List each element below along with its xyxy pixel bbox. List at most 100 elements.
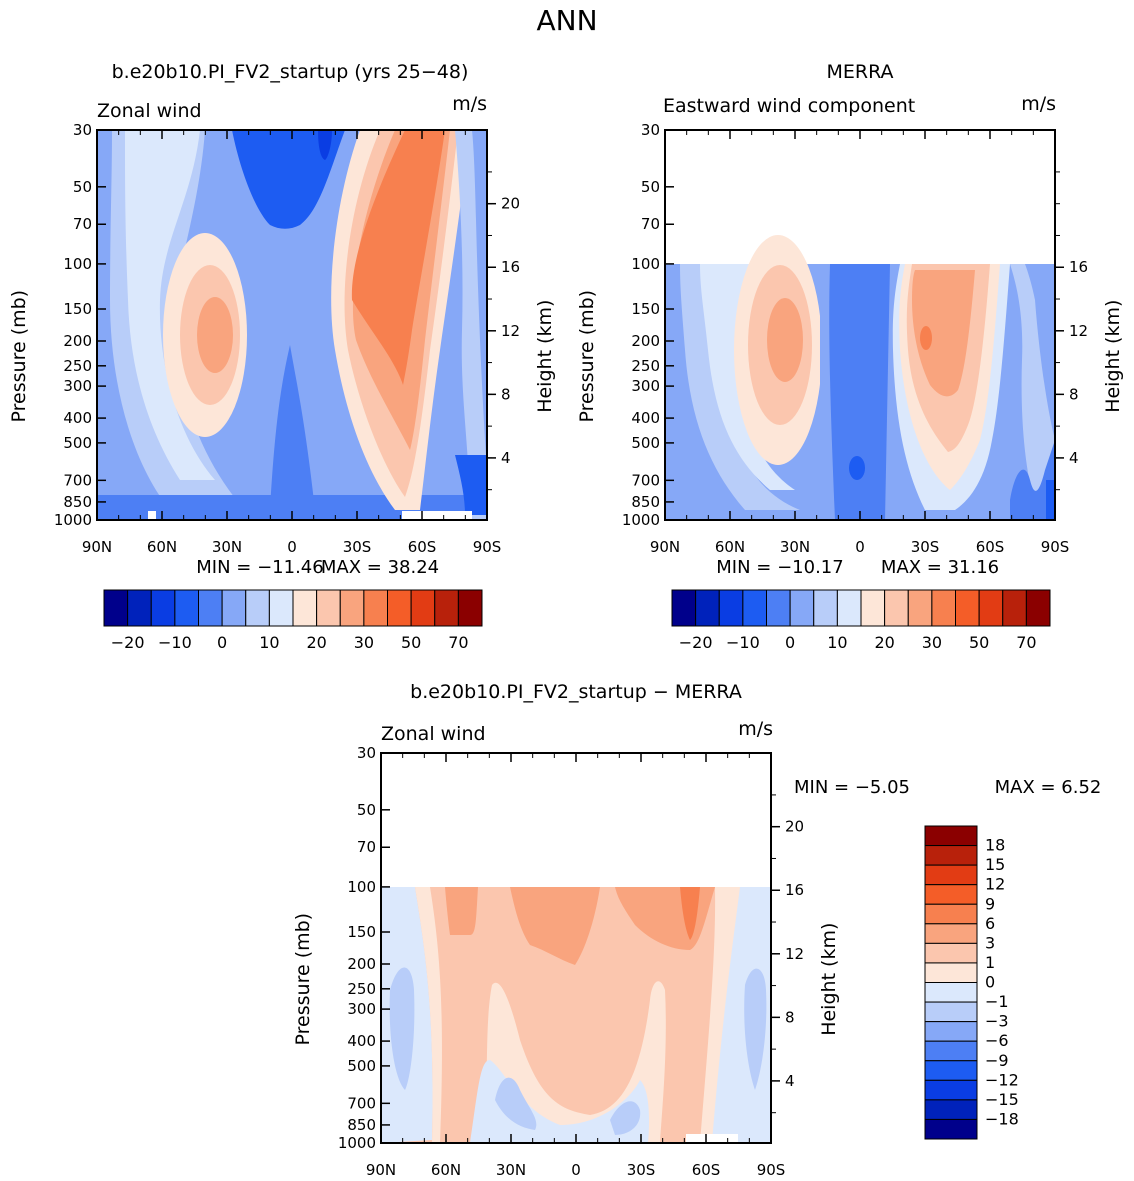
panel-obs-colorbar: −20 −10 0 10 20 30 50 70 — [671, 589, 1051, 652]
colorbar-swatch — [174, 589, 199, 627]
colorbar-label: 50 — [401, 633, 421, 652]
field-pos-max — [680, 887, 700, 940]
panel-diff-units: m/s — [738, 718, 773, 740]
colorbar-swatch — [924, 923, 978, 944]
height-tick-label: 12 — [1069, 322, 1088, 340]
colorbar-swatch — [978, 589, 1004, 627]
x-tick-label: 60N — [715, 538, 745, 556]
colorbar-label: −20 — [111, 633, 145, 652]
panel-model-min: MIN = −11.46 — [196, 557, 323, 578]
colorbar-label: −20 — [679, 633, 713, 652]
colorbar-swatch — [924, 864, 978, 886]
y-tick-label: 1000 — [338, 1134, 376, 1152]
colorbar-swatch — [931, 589, 956, 627]
y-tick-label: 400 — [347, 1032, 376, 1050]
colorbar-label: −3 — [985, 1012, 1009, 1031]
colorbar-label: 30 — [922, 633, 942, 652]
panel-diff-max: MAX = 6.52 — [995, 777, 1102, 798]
colorbar-label: 3 — [985, 933, 995, 952]
colorbar-label: −6 — [985, 1031, 1009, 1050]
colorbar-swatch — [789, 589, 815, 627]
colorbar-swatch — [884, 589, 909, 627]
y-tick-label: 70 — [357, 838, 376, 856]
colorbar-swatch — [150, 589, 176, 627]
field-pos-core — [510, 887, 600, 965]
panel-diff-min: MIN = −5.05 — [794, 777, 910, 798]
panel-model-title: b.e20b10.PI_FV2_startup (yrs 25−48) — [112, 61, 469, 83]
x-tick-label: 0 — [287, 538, 297, 556]
colorbar-label: 50 — [969, 633, 989, 652]
x-tick-label: 60S — [692, 1161, 721, 1179]
field-polar-neg — [744, 968, 767, 1090]
colorbar-swatch — [836, 589, 862, 627]
panel-obs-min: MIN = −10.17 — [716, 557, 843, 578]
field-trop-neg2 — [610, 1101, 641, 1135]
panel-diff-axes: 90N 60N 30N 0 30S 60S 90S 30 50 70 100 150 200 250 300… — [292, 744, 840, 1179]
panel-obs-field — [665, 235, 1055, 520]
colorbar-swatch — [924, 1040, 978, 1062]
colorbar-swatch — [813, 589, 838, 627]
colorbar-swatch — [292, 589, 318, 627]
height-tick-label: 16 — [1069, 258, 1088, 276]
colorbar-swatch — [221, 589, 247, 627]
y-tick-label: 500 — [63, 434, 92, 452]
y-tick-label: 850 — [63, 493, 92, 511]
field-sh-zero — [700, 887, 740, 1143]
y-tick-label: 300 — [631, 377, 660, 395]
colorbar-swatch — [955, 589, 980, 627]
colorbar-swatch — [103, 589, 129, 627]
field-strat-easterly — [232, 130, 345, 229]
figure-title: ANN — [536, 4, 597, 37]
panel-diff-title: b.e20b10.PI_FV2_startup − MERRA — [410, 681, 742, 703]
field-easterly — [820, 264, 890, 520]
y-axis-title: Pressure (mb) — [8, 290, 30, 423]
field-nh-jet-core — [197, 297, 233, 373]
colorbar-swatch — [924, 903, 978, 925]
x-tick-label: 90S — [473, 538, 502, 556]
height-tick-label: 16 — [785, 881, 804, 899]
x-tick-label: 90S — [757, 1161, 786, 1179]
colorbar-swatch — [924, 982, 978, 1003]
colorbar-label: 30 — [354, 633, 374, 652]
panel-obs-axes: 90N 60N 30N 0 30S 60S 90S 30 50 70 100 150 200 250 300… — [576, 121, 1124, 556]
colorbar-label: 0 — [985, 973, 995, 992]
y-tick-label: 200 — [63, 332, 92, 350]
colorbar-label: 9 — [985, 894, 995, 913]
height-axis-title: Height (km) — [818, 923, 840, 1036]
field-trop-neg2 — [495, 1077, 537, 1130]
colorbar-swatch — [1002, 589, 1027, 627]
y-axis-title: Pressure (mb) — [576, 290, 598, 423]
colorbar-label: 6 — [985, 914, 995, 933]
y-tick-label: 250 — [63, 357, 92, 375]
colorbar-swatch — [339, 589, 365, 627]
y-tick-label: 30 — [73, 121, 92, 139]
panel-obs-title: MERRA — [826, 61, 893, 83]
height-tick-label: 12 — [501, 322, 520, 340]
height-tick-label: 4 — [1069, 449, 1079, 467]
panel-model-colorbar: −20 −10 0 10 20 30 50 70 — [103, 589, 483, 652]
panel-model-axes: 90N 60N 30N 0 30S 60S 90S 30 50 70 100 150 200 250 300… — [8, 121, 556, 556]
field-band — [125, 130, 215, 480]
x-tick-label: 30N — [780, 538, 810, 556]
colorbar-label: 18 — [985, 836, 1005, 855]
colorbar-label: −12 — [985, 1070, 1019, 1089]
colorbar-label: 70 — [448, 633, 468, 652]
x-tick-label: 0 — [855, 538, 865, 556]
colorbar-swatch — [924, 1060, 978, 1081]
colorbar-label: −1 — [985, 992, 1009, 1011]
height-axis-title: Height (km) — [534, 300, 556, 413]
y-tick-label: 250 — [347, 980, 376, 998]
colorbar-label: 0 — [217, 633, 227, 652]
height-tick-label: 12 — [785, 945, 804, 963]
panel-model-field — [97, 130, 487, 520]
y-tick-label: 100 — [631, 255, 660, 273]
colorbar-swatch — [245, 589, 270, 627]
colorbar-label: −9 — [985, 1051, 1009, 1070]
panel-model-units: m/s — [452, 93, 487, 115]
panel-diff-variable: Zonal wind — [381, 723, 486, 745]
panel-obs-variable: Eastward wind component — [663, 95, 915, 117]
colorbar-label: 1 — [985, 953, 995, 972]
x-tick-label: 90N — [82, 538, 112, 556]
